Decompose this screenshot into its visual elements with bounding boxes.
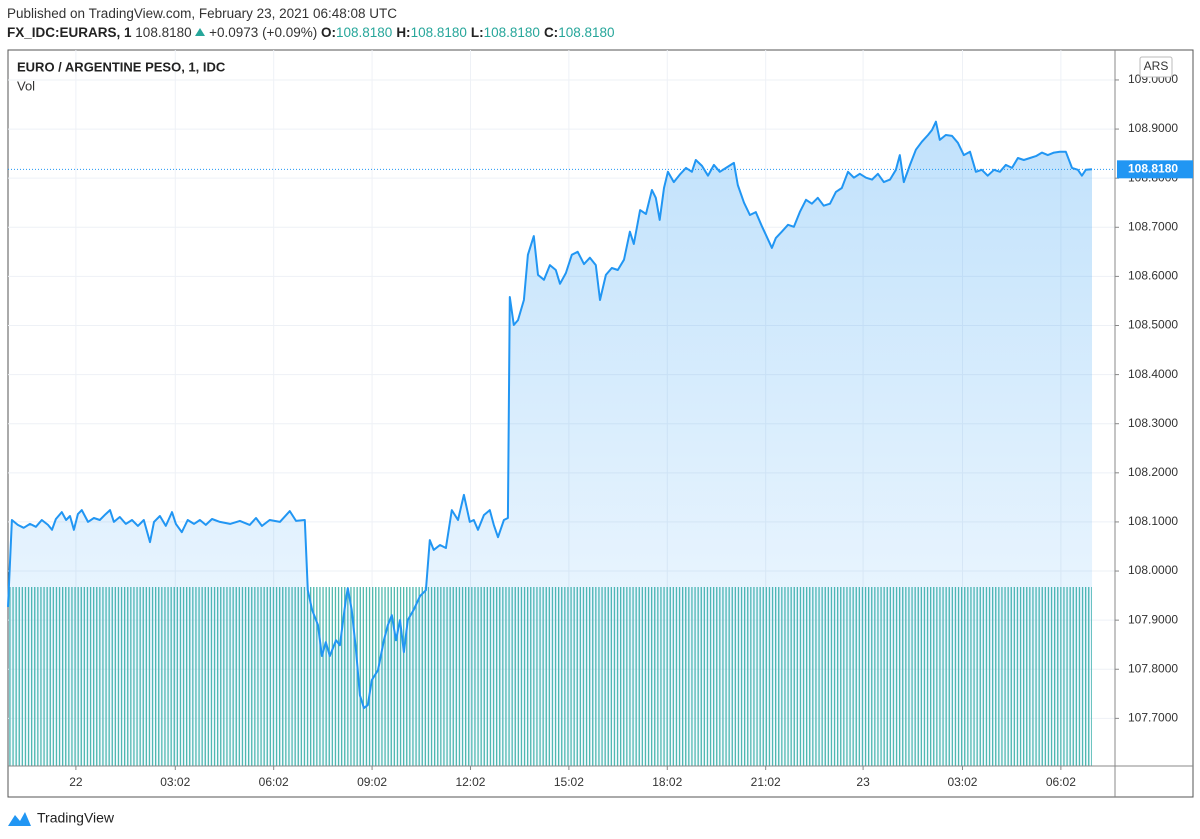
y-tick-label: 108.9000	[1128, 121, 1178, 135]
y-tick-label: 108.2000	[1128, 465, 1178, 479]
y-tick-label: 108.6000	[1128, 269, 1178, 283]
x-tick-label: 09:02	[357, 775, 387, 789]
ohlc-key: H:	[396, 25, 411, 40]
y-tick-label: 107.7000	[1128, 711, 1178, 725]
y-tick-label: 108.4000	[1128, 367, 1178, 381]
up-arrow	[195, 28, 206, 36]
ohlc-key: L:	[470, 25, 484, 40]
ohlc-key: C:	[543, 25, 559, 40]
currency-box	[1139, 56, 1173, 78]
y-tick-label: 107.9000	[1128, 612, 1178, 626]
symbol-line: FX_IDC:EURARS, 1 108.8180 +0.0973 (+0.09…	[7, 25, 619, 40]
ohlc-value: 108.8180	[483, 25, 540, 40]
published: Published on TradingView.com, February 2…	[7, 6, 397, 21]
x-tick-label: 06:02	[1046, 775, 1076, 789]
symbol: FX_IDC:EURARS, 1	[7, 25, 132, 40]
brand-logo	[8, 812, 31, 826]
x-tick-label: 06:02	[259, 775, 289, 789]
change: +0.0973 (+0.09%)	[209, 25, 318, 40]
y-tick-label: 108.5000	[1128, 318, 1178, 332]
published-line: Published on TradingView.com, February 2…	[7, 6, 397, 21]
y-tick-label: 108.3000	[1128, 416, 1178, 430]
ohlc-value: 108.8180	[410, 25, 467, 40]
x-tick-label: 18:02	[652, 775, 682, 789]
chart-title: EURO / ARGENTINE PESO, 1, IDC	[17, 59, 226, 74]
x-tick-label: 12:02	[455, 775, 485, 789]
brand-name: TradingView	[37, 810, 115, 826]
x-tick-label: 15:02	[554, 775, 584, 789]
x-tick-label: 21:02	[751, 775, 781, 789]
x-tick-label: 23	[856, 775, 870, 789]
last-price-label: 108.8180	[1128, 162, 1178, 176]
price-line	[7, 120, 1093, 710]
x-tick-label: 03:02	[160, 775, 190, 789]
logo-icon	[8, 812, 31, 826]
ohlc-key: O:	[321, 25, 336, 40]
x-tick-label: 22	[69, 775, 83, 789]
y-tick-label: 108.1000	[1128, 514, 1178, 528]
area-fill	[8, 121, 1093, 766]
y-tick-label: 108.0000	[1128, 563, 1178, 577]
ohlc-value: 108.8180	[558, 25, 615, 40]
y-tick-label: 107.8000	[1128, 661, 1178, 675]
x-tick-label: 03:02	[947, 775, 977, 789]
price: 108.8180	[135, 25, 192, 40]
last-price-box	[1117, 160, 1193, 179]
currency-label: ARS	[1144, 59, 1169, 73]
y-tick-label: 108.7000	[1128, 219, 1178, 233]
ohlc: O:108.8180 H:108.8180 L:108.8180 C:108.8180	[321, 25, 619, 40]
volume-label: Vol	[17, 78, 35, 93]
ohlc-value: 108.8180	[336, 25, 393, 40]
